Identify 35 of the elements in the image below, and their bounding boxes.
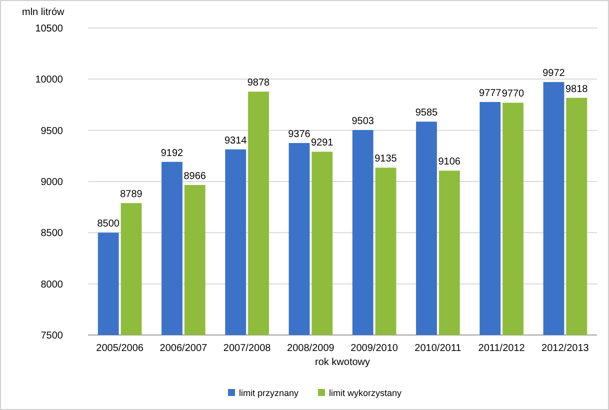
data-label: 9106 (438, 156, 461, 168)
x-tick-label: 2007/2008 (223, 343, 272, 354)
data-label: 9585 (415, 108, 438, 119)
y-tick-label: 9000 (40, 177, 64, 188)
data-label: 9192 (160, 148, 184, 159)
y-tick-label: 10000 (35, 74, 64, 86)
x-axis-title: rok kwotowy (314, 357, 370, 368)
data-label: 8500 (97, 218, 120, 230)
data-label: 9376 (288, 129, 311, 140)
data-label: 9777 (478, 88, 502, 99)
data-label: 9818 (566, 84, 588, 95)
y-axis-title: mln litrów (22, 7, 66, 18)
data-label: 9878 (247, 78, 270, 89)
data-label: 9314 (224, 135, 248, 146)
x-tick-label: 2005/2006 (96, 343, 144, 354)
data-label: 9135 (374, 154, 398, 165)
x-tick-label: 2012/2013 (542, 343, 590, 354)
legend-label: limit wykorzystany (329, 388, 402, 398)
y-tick-label: 8500 (40, 228, 64, 240)
data-label: 9503 (352, 116, 374, 128)
data-label: 8789 (120, 189, 143, 200)
legend-label: limit przyznany (239, 388, 300, 398)
data-label: 9770 (502, 88, 525, 100)
x-tick-label: 2009/2010 (350, 343, 398, 354)
x-tick-label: 2006/2007 (160, 343, 208, 354)
x-tick-label: 2011/2012 (478, 343, 526, 354)
y-tick-label: 9500 (40, 126, 64, 137)
x-tick-label: 2008/2009 (287, 343, 335, 354)
data-label: 9291 (311, 138, 334, 149)
y-tick-label: 10500 (35, 24, 64, 34)
data-label: 8966 (184, 170, 206, 182)
y-tick-label: 8000 (40, 279, 64, 290)
y-tick-label: 7500 (40, 330, 64, 342)
data-label: 9972 (542, 68, 566, 80)
x-tick-label: 2010/2011 (414, 343, 462, 354)
